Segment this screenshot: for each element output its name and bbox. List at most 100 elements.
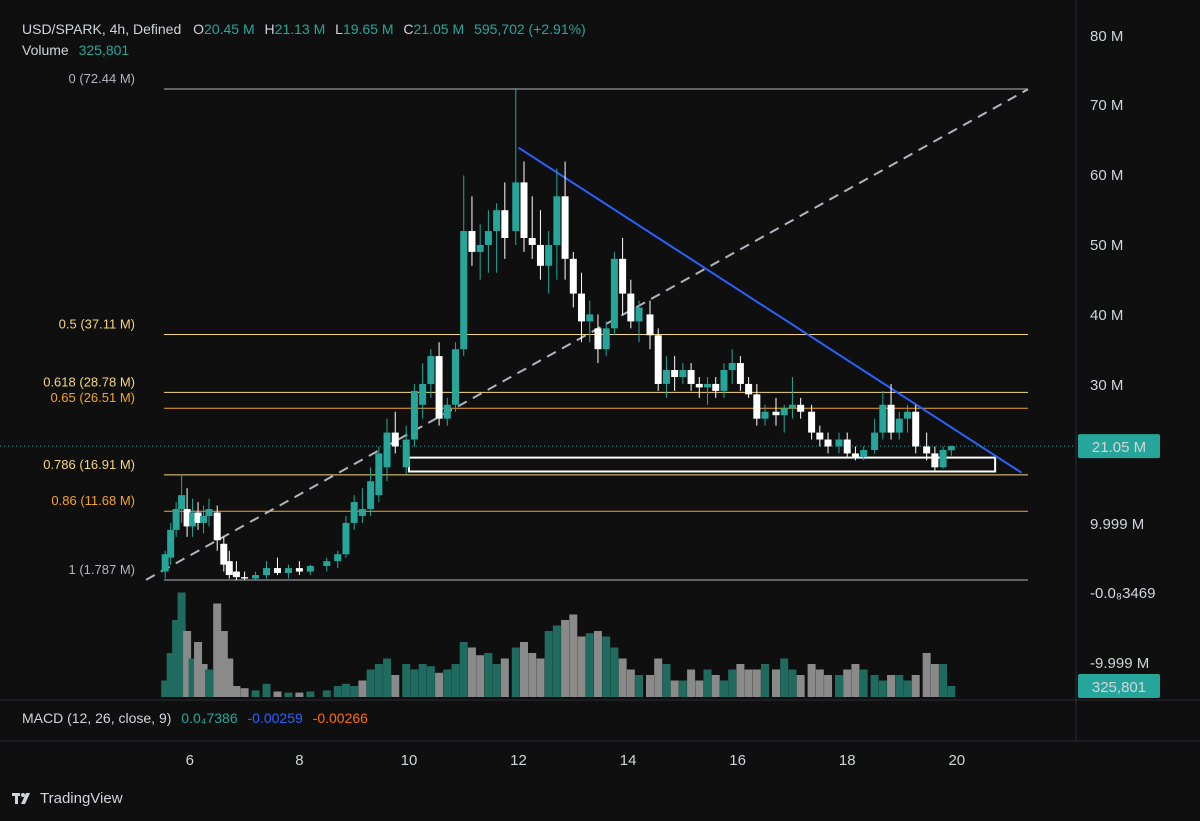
time-axis-tick: 6 [186, 752, 194, 769]
volume-bar [161, 680, 170, 697]
volume-bar [418, 664, 427, 697]
candle-body [306, 566, 314, 572]
candle-body [808, 411, 816, 433]
volume-bar [484, 653, 493, 697]
candle-body [161, 554, 169, 572]
volume-bar [350, 686, 359, 697]
candle-body [816, 432, 824, 440]
price-axis-tick: -0.0₈3469 [1090, 585, 1155, 602]
candle-body [712, 383, 720, 391]
candles [161, 89, 955, 580]
volume-bar [719, 680, 728, 697]
price-axis-tick: 60 M [1090, 167, 1123, 184]
candle-body [627, 293, 635, 322]
macd-legend: MACD (12, 26, close, 9) 0.0₄7386 -0.0025… [22, 710, 368, 726]
candle-body [189, 512, 197, 527]
volume-bar [240, 688, 249, 697]
price-axis-tick: 30 M [1090, 377, 1123, 394]
symbol-label[interactable]: USD/SPARK, 4h, Defined [22, 21, 182, 37]
low-value: 19.65 M [342, 21, 394, 37]
candle-body [824, 439, 832, 447]
close-label: C [403, 21, 414, 37]
current-price-label: 21.05 M [1092, 439, 1146, 456]
time-axis-tick: 8 [295, 752, 303, 769]
volume-bar [788, 669, 797, 697]
tradingview-brand[interactable]: TradingView [12, 790, 123, 807]
fibonacci-levels: 0 (72.44 M)0.5 (37.11 M)0.618 (28.78 M)0… [43, 71, 1028, 581]
volume-bar [930, 664, 939, 697]
volume-bar [251, 690, 260, 697]
volume-bar [870, 675, 879, 697]
time-axis-tick: 10 [401, 752, 418, 769]
volume-label[interactable]: Volume [22, 42, 69, 58]
candle-body [402, 439, 410, 468]
volume-bar [903, 680, 912, 697]
volume-bar [678, 680, 687, 697]
candle-body [295, 568, 303, 572]
candle-body [797, 404, 805, 412]
candle-body [923, 446, 931, 454]
volume-bars [161, 592, 956, 697]
volume-bar [687, 669, 696, 697]
axes: 80 M 70 M 60 M 50 M 40 M 30 M 9.999 M -0.0₈3469… [186, 28, 1160, 769]
volume-bar [939, 664, 948, 697]
candle-body [476, 244, 484, 252]
candle-body [213, 512, 221, 541]
time-axis-tick: 18 [839, 752, 856, 769]
candle-body [939, 449, 947, 468]
volume-bar [552, 625, 561, 697]
candle-body [200, 515, 208, 523]
volume-bar [183, 631, 192, 697]
candle-body [520, 182, 528, 238]
candle-body [342, 522, 350, 555]
volume-bar [618, 658, 627, 697]
volume-bar [341, 683, 350, 697]
candle-body [903, 411, 911, 419]
candle-body [635, 307, 643, 322]
candle-body [780, 408, 788, 416]
volume-bar [476, 655, 485, 697]
volume-bar [366, 669, 375, 697]
volume-bar [895, 675, 904, 697]
candle-body [619, 258, 627, 294]
volume-bar [593, 631, 602, 697]
candle-body [788, 404, 796, 409]
candle-body [452, 349, 460, 405]
symbol-legend: USD/SPARK, 4h, Defined O20.45 M H21.13 M… [22, 21, 586, 37]
volume-legend: Volume 325,801 [22, 42, 129, 58]
high-label: H [264, 21, 275, 37]
candle-body [860, 449, 868, 457]
candle-body [887, 404, 895, 433]
volume-bar [654, 658, 663, 697]
candle-body [753, 394, 761, 419]
candle-body [736, 363, 744, 384]
candle-body [167, 529, 175, 558]
volume-badge [1078, 674, 1160, 698]
volume-bar [188, 658, 197, 697]
time-axis-tick: 12 [510, 752, 527, 769]
volume-bar [205, 669, 213, 697]
candle-body [443, 404, 451, 419]
volume-bar [426, 666, 435, 697]
fib-level-label: 1 (1.787 M) [69, 562, 135, 577]
volume-bar [610, 647, 619, 697]
fib-level-label: 0.618 (28.78 M) [43, 374, 135, 389]
candle-body [569, 258, 577, 294]
candle-body [501, 210, 509, 238]
candle-body [375, 453, 383, 496]
candle-body [435, 356, 443, 419]
macd-label[interactable]: MACD (12, 26, close, 9) [22, 710, 172, 726]
volume-bar [295, 692, 304, 697]
candle-body [263, 568, 271, 576]
volume-bar [878, 680, 887, 697]
volume-bar [333, 686, 342, 697]
volume-value: 325,801 [78, 42, 130, 58]
volume-bar [459, 642, 468, 697]
volume-bar [467, 647, 476, 697]
volume-bar [602, 636, 611, 697]
volume-bar [859, 669, 868, 697]
candle-body [553, 196, 561, 245]
candle-body [241, 577, 249, 579]
volume-bar [262, 683, 271, 697]
